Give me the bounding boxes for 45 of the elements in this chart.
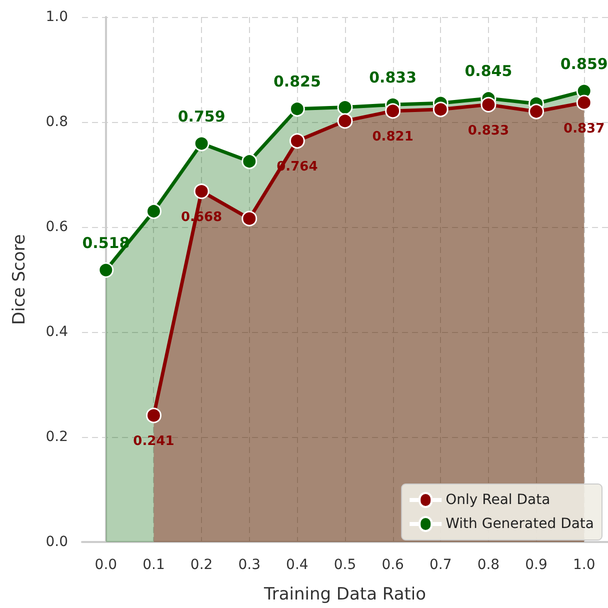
- x-tick-label: 0.4: [286, 557, 308, 573]
- point: [528, 104, 544, 120]
- y-tick-label: 0.6: [46, 219, 68, 235]
- data-label: 0.859: [560, 54, 608, 73]
- x-tick-label: 0.2: [190, 557, 213, 573]
- point: [194, 136, 210, 152]
- legend-label: Only Real Data: [446, 492, 550, 508]
- point: [289, 133, 305, 149]
- y-tick-label: 0.8: [46, 114, 68, 130]
- data-label: 0.845: [464, 62, 512, 80]
- point: [194, 184, 210, 200]
- point: [242, 154, 258, 170]
- x-axis-title: Training Data Ratio: [262, 584, 426, 604]
- point: [337, 100, 353, 116]
- x-tick-label: 0.0: [94, 557, 118, 573]
- point: [146, 408, 162, 424]
- y-tick-label: 0.4: [46, 324, 68, 340]
- point: [480, 96, 496, 112]
- x-tick-label: 0.6: [382, 557, 404, 573]
- data-label: 0.833: [369, 68, 417, 86]
- x-tick-label: 0.7: [430, 557, 452, 573]
- legend-label: With Generated Data: [446, 516, 594, 532]
- y-tick-label: 0.2: [46, 429, 68, 445]
- data-label: 0.833: [468, 123, 510, 138]
- point: [289, 101, 305, 117]
- point: [337, 113, 353, 129]
- x-tick-label: 0.8: [477, 557, 500, 573]
- data-label: 0.241: [133, 434, 174, 450]
- y-tick-label: 0.0: [46, 534, 68, 550]
- point: [385, 103, 401, 119]
- x-tick-label: 0.1: [142, 557, 165, 573]
- y-tick-label: 1.0: [46, 9, 68, 25]
- x-tick-label: 0.5: [334, 557, 356, 573]
- point: [242, 210, 258, 226]
- point: [576, 94, 592, 110]
- x-tick-label: 1.0: [572, 557, 596, 573]
- point: [98, 262, 114, 278]
- data-label: 0.825: [273, 72, 321, 91]
- y-axis-title: Dice Score: [10, 234, 30, 325]
- point: [146, 204, 162, 219]
- x-tick-label: 0.9: [525, 557, 548, 573]
- data-label: 0.821: [372, 130, 414, 145]
- x-tick-label: 0.3: [238, 557, 260, 573]
- data-label: 0.759: [178, 107, 226, 126]
- point: [432, 102, 448, 118]
